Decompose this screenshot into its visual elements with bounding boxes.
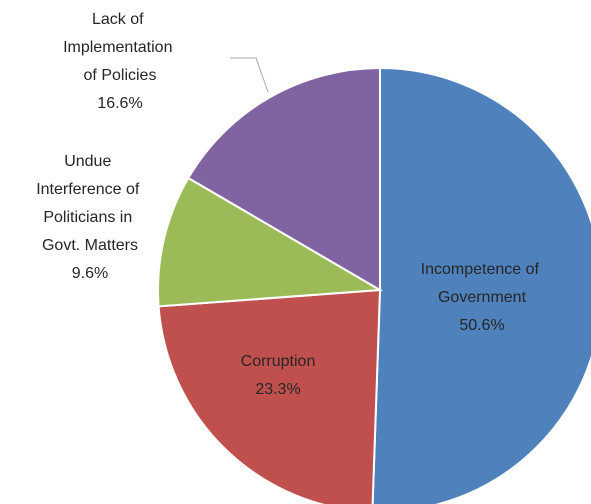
pie-slice	[371, 66, 591, 504]
pie-slice	[157, 288, 382, 504]
slice-label: Corruption	[241, 353, 316, 370]
slice-label: Lack of Implementation of Policies	[63, 11, 177, 84]
slice-label: Undue Interference of Politicians in Gov…	[36, 153, 144, 254]
leader-line	[230, 57, 269, 93]
pie-slice	[157, 176, 384, 308]
value-label: 16.6%	[97, 95, 142, 112]
slice-label: Incompetence of Government	[421, 261, 544, 306]
value-label: 23.3%	[255, 381, 300, 398]
value-label: 50.6%	[459, 317, 504, 334]
value-label: 9.6%	[72, 265, 108, 282]
pie-slice	[186, 66, 381, 292]
